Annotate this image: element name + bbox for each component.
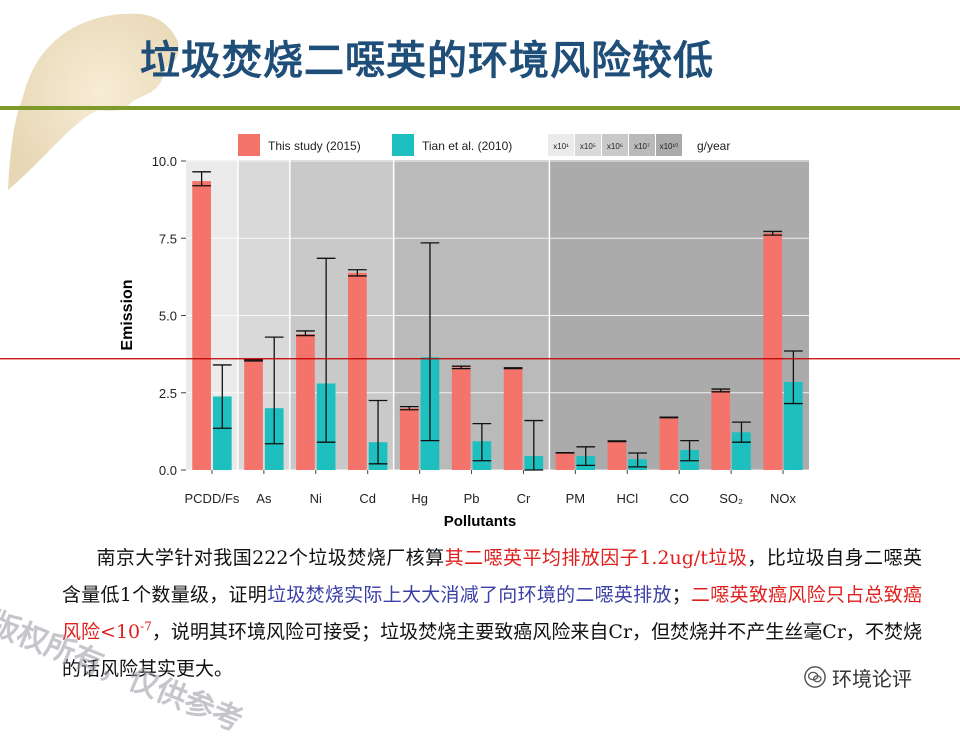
bar-this-study-8	[607, 441, 627, 470]
x-tick-label-5: Pb	[464, 491, 480, 506]
wechat-icon	[804, 666, 826, 688]
y-tick-label-0: 0.0	[159, 463, 177, 478]
x-tick-label-10: SO₂	[719, 491, 743, 506]
legend-scale-label-5: x10¹⁰	[660, 142, 679, 151]
y-tick-label-1: 2.5	[159, 386, 177, 401]
y-tick-label-2: 5.0	[159, 309, 177, 324]
chart-axes: PCDD/Fs As Ni Cd Hg Pb Cr PM HCl CO SO₂ NOx 0.0 2.5 5.…	[152, 154, 797, 506]
y-tick-label-4: 10.0	[152, 154, 177, 169]
x-tick-label-7: PM	[566, 491, 586, 506]
body-text-part7: ，说明其环境风险可接受；垃圾焚烧主要致癌风险来自Cr，但焚烧并不产生丝毫Cr，不…	[62, 621, 922, 680]
bar-this-study-7	[555, 453, 575, 470]
x-tick-label-4: Hg	[411, 491, 428, 506]
title-divider	[0, 106, 960, 110]
legend-label-tian: Tian et al. (2010)	[422, 139, 512, 153]
legend-label-this-study: This study (2015)	[268, 139, 361, 153]
legend-scale-swatch-1	[548, 134, 574, 156]
bar-tian-0	[212, 396, 232, 470]
legend-scale-label-4: x10⁷	[634, 142, 650, 151]
bar-this-study-6	[503, 368, 523, 470]
legend-scale-swatch-5	[656, 134, 682, 156]
body-text-part1: 南京大学针对我国222个垃圾焚烧厂核算	[96, 547, 445, 569]
legend-scale-swatch-2	[575, 134, 601, 156]
x-tick-label-11: NOx	[770, 491, 797, 506]
account-logo: 环境论评	[798, 662, 918, 692]
body-highlight-emission-factor: 其二噁英平均排放因子1.2ug/t垃圾	[444, 547, 748, 569]
y-tick-label-3: 7.5	[159, 231, 177, 246]
x-tick-label-1: As	[256, 491, 272, 506]
legend-swatch-this-study	[238, 134, 260, 156]
body-text-part3: ，比垃圾自身二噁英含量低1个数量级，证明	[62, 547, 922, 606]
legend-scale-label-1: x10¹	[553, 142, 569, 151]
x-tick-label-0: PCDD/Fs	[185, 491, 240, 506]
bar-this-study-0	[192, 181, 211, 470]
emission-chart: PCDD/Fs As Ni Cd Hg Pb Cr PM HCl CO SO₂ NOx 0.0 2.5 5.…	[8, 13, 809, 530]
bar-this-study-11	[763, 232, 783, 470]
bar-marks	[192, 181, 803, 470]
x-tick-label-2: Ni	[310, 491, 322, 506]
grid-lines	[186, 160, 809, 471]
error-bars	[192, 171, 803, 471]
account-name: 环境论评	[832, 666, 912, 691]
x-tick-label-3: Cd	[359, 491, 376, 506]
x-tick-label-6: Cr	[517, 491, 531, 506]
bar-this-study-2	[296, 334, 315, 470]
legend-unit-label: g/year	[697, 139, 730, 153]
bar-this-study-4	[399, 408, 419, 470]
body-highlight-cancer-risk: 二噁英致癌风险只占总致癌风险<10	[62, 584, 922, 643]
legend-swatch-tian	[392, 134, 414, 156]
bar-this-study-1	[244, 360, 263, 470]
bar-this-study-3	[348, 272, 367, 470]
legend-scale-swatch-4	[629, 134, 655, 156]
legend-scale-label-2: x10⁵	[580, 142, 596, 151]
bar-this-study-10	[711, 390, 731, 470]
chart-legend: This study (2015) Tian et al. (2010) x10¹ x…	[238, 134, 730, 156]
x-axis-title: Pollutants	[444, 513, 517, 530]
body-highlight-reduction: 垃圾焚烧实际上大大消减了向环境的二噁英排放	[267, 584, 672, 606]
body-paragraph: 南京大学针对我国222个垃圾焚烧厂核算其二噁英平均排放因子1.2ug/t垃圾，比…	[62, 540, 922, 688]
profile-silhouette-logo	[8, 13, 179, 190]
x-tick-label-8: HCl	[616, 491, 638, 506]
legend-scale-label-3: x10⁶	[607, 142, 623, 151]
slide-title: 垃圾焚烧二噁英的环境风险较低	[140, 38, 714, 84]
body-text-part5: ；	[671, 584, 691, 606]
body-highlight-exponent: -7	[140, 619, 152, 634]
y-axis-title: Emission	[119, 279, 136, 350]
legend-scale-swatch-3	[602, 134, 628, 156]
bar-this-study-5	[451, 367, 471, 470]
bar-this-study-9	[659, 417, 679, 470]
x-tick-label-9: CO	[669, 491, 689, 506]
